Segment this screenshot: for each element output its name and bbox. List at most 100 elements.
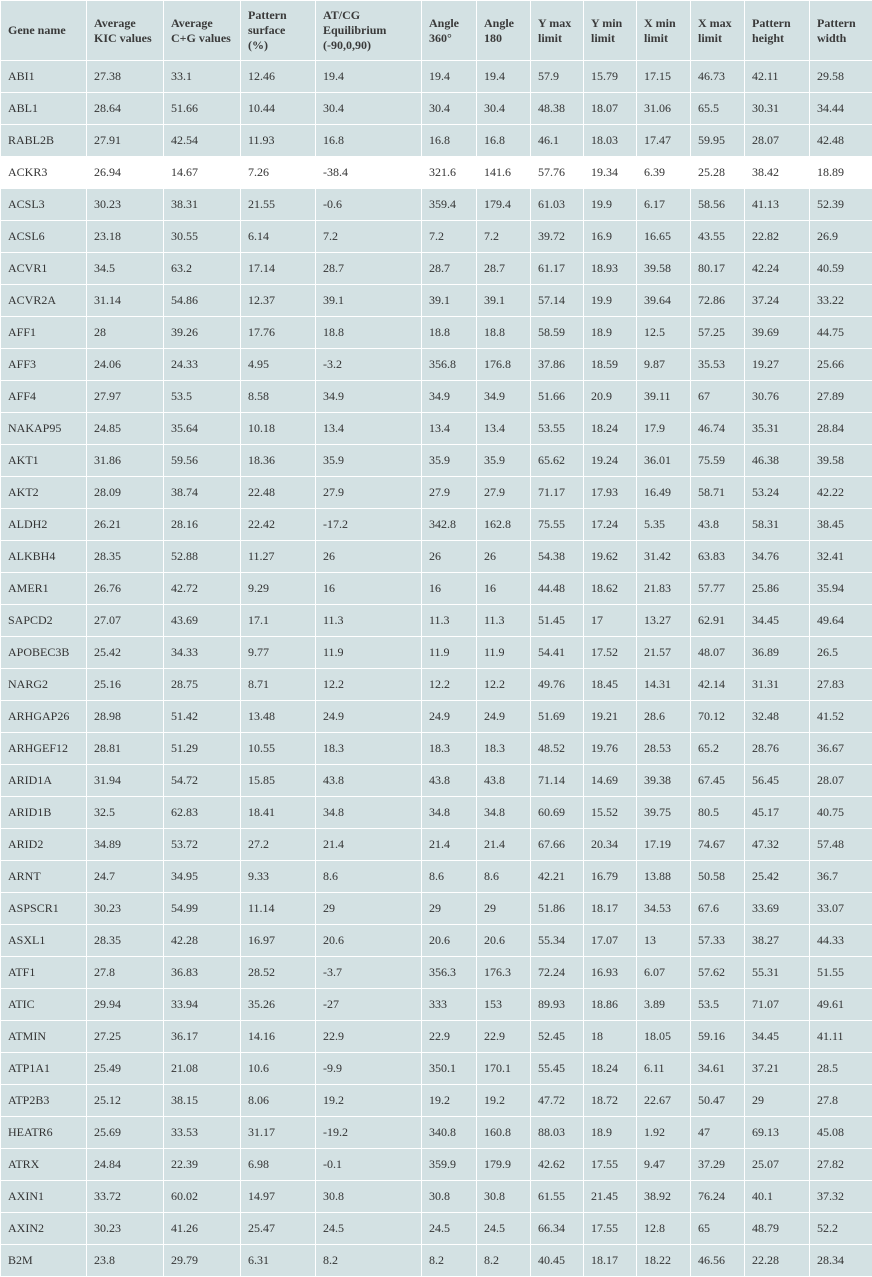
table-cell: 28.16 — [164, 509, 241, 541]
table-cell: 24.5 — [316, 1213, 422, 1245]
table-cell: 21.4 — [316, 829, 422, 861]
table-cell: 350.1 — [422, 1053, 477, 1085]
table-cell: 179.9 — [477, 1149, 531, 1181]
table-cell: 75.59 — [691, 445, 745, 477]
table-cell: 35.53 — [691, 349, 745, 381]
table-cell: 76.24 — [691, 1181, 745, 1213]
table-cell: 18.93 — [584, 253, 637, 285]
table-cell: 22.39 — [164, 1149, 241, 1181]
table-cell: 67.45 — [691, 765, 745, 797]
table-cell: 39.11 — [637, 381, 691, 413]
table-cell: 17.47 — [637, 125, 691, 157]
table-cell: 51.66 — [531, 381, 584, 413]
table-cell: 27.83 — [810, 669, 872, 701]
table-cell: 25.07 — [745, 1149, 810, 1181]
gene-name-cell: APOBEC3B — [1, 637, 87, 669]
table-cell: 69.13 — [745, 1117, 810, 1149]
table-cell: 55.31 — [745, 957, 810, 989]
table-cell: 33.53 — [164, 1117, 241, 1149]
table-cell: 35.9 — [316, 445, 422, 477]
table-cell: 59.95 — [691, 125, 745, 157]
table-cell: 13.48 — [241, 701, 316, 733]
table-cell: 26.21 — [87, 509, 164, 541]
table-cell: 9.77 — [241, 637, 316, 669]
table-cell: 19.2 — [477, 1085, 531, 1117]
table-cell: 18.8 — [422, 317, 477, 349]
table-cell: 53.72 — [164, 829, 241, 861]
table-cell: 16.97 — [241, 925, 316, 957]
table-cell: 359.9 — [422, 1149, 477, 1181]
table-cell: 51.42 — [164, 701, 241, 733]
table-cell: 34.9 — [422, 381, 477, 413]
table-cell: 20.9 — [584, 381, 637, 413]
table-cell: 33.07 — [810, 893, 872, 925]
table-cell: 18.3 — [477, 733, 531, 765]
table-cell: 52.45 — [531, 1021, 584, 1053]
table-cell: 40.45 — [531, 1245, 584, 1277]
table-cell: 17.1 — [241, 605, 316, 637]
table-cell: 70.12 — [691, 701, 745, 733]
table-cell: 8.58 — [241, 381, 316, 413]
gene-name-cell: ASXL1 — [1, 925, 87, 957]
table-cell: 41.13 — [745, 189, 810, 221]
table-cell: 34.44 — [810, 93, 872, 125]
table-cell: 65.62 — [531, 445, 584, 477]
table-cell: 57.9 — [531, 61, 584, 93]
table-cell: 48.79 — [745, 1213, 810, 1245]
table-cell: 36.67 — [810, 733, 872, 765]
table-cell: 29.94 — [87, 989, 164, 1021]
table-cell: 39.26 — [164, 317, 241, 349]
table-cell: -3.7 — [316, 957, 422, 989]
table-cell: 13.4 — [316, 413, 422, 445]
table-cell: 53.5 — [691, 989, 745, 1021]
table-cell: 39.72 — [531, 221, 584, 253]
table-cell: 47 — [691, 1117, 745, 1149]
gene-name-cell: NAKAP95 — [1, 413, 87, 445]
table-cell: 39.1 — [477, 285, 531, 317]
table-cell: 38.74 — [164, 477, 241, 509]
table-cell: 18.8 — [316, 317, 422, 349]
table-cell: 34.53 — [637, 893, 691, 925]
table-cell: 34.33 — [164, 637, 241, 669]
table-cell: 28 — [87, 317, 164, 349]
table-cell: 12.37 — [241, 285, 316, 317]
table-cell: 61.03 — [531, 189, 584, 221]
table-cell: 31.94 — [87, 765, 164, 797]
table-cell: 38.45 — [810, 509, 872, 541]
table-cell: 46.73 — [691, 61, 745, 93]
table-cell: 55.34 — [531, 925, 584, 957]
table-cell: 28.7 — [422, 253, 477, 285]
table-cell: 19.2 — [316, 1085, 422, 1117]
table-cell: 28.64 — [87, 93, 164, 125]
table-cell: 58.59 — [531, 317, 584, 349]
table-cell: 18.8 — [477, 317, 531, 349]
table-cell: 35.9 — [477, 445, 531, 477]
table-cell: 30.23 — [87, 893, 164, 925]
table-cell: 17.19 — [637, 829, 691, 861]
table-cell: 31.31 — [745, 669, 810, 701]
table-cell: 7.26 — [241, 157, 316, 189]
table-cell: 15.85 — [241, 765, 316, 797]
gene-name-cell: ARID2 — [1, 829, 87, 861]
table-cell: 22.82 — [745, 221, 810, 253]
table-cell: 23.18 — [87, 221, 164, 253]
table-cell: 37.86 — [531, 349, 584, 381]
table-cell: 71.17 — [531, 477, 584, 509]
table-cell: 19.9 — [584, 189, 637, 221]
table-cell: 19.27 — [745, 349, 810, 381]
table-cell: 321.6 — [422, 157, 477, 189]
table-cell: 16 — [316, 573, 422, 605]
table-cell: -3.2 — [316, 349, 422, 381]
gene-name-cell: ACVR1 — [1, 253, 87, 285]
table-cell: 57.33 — [691, 925, 745, 957]
table-cell: 39.69 — [745, 317, 810, 349]
table-cell: 27.07 — [87, 605, 164, 637]
